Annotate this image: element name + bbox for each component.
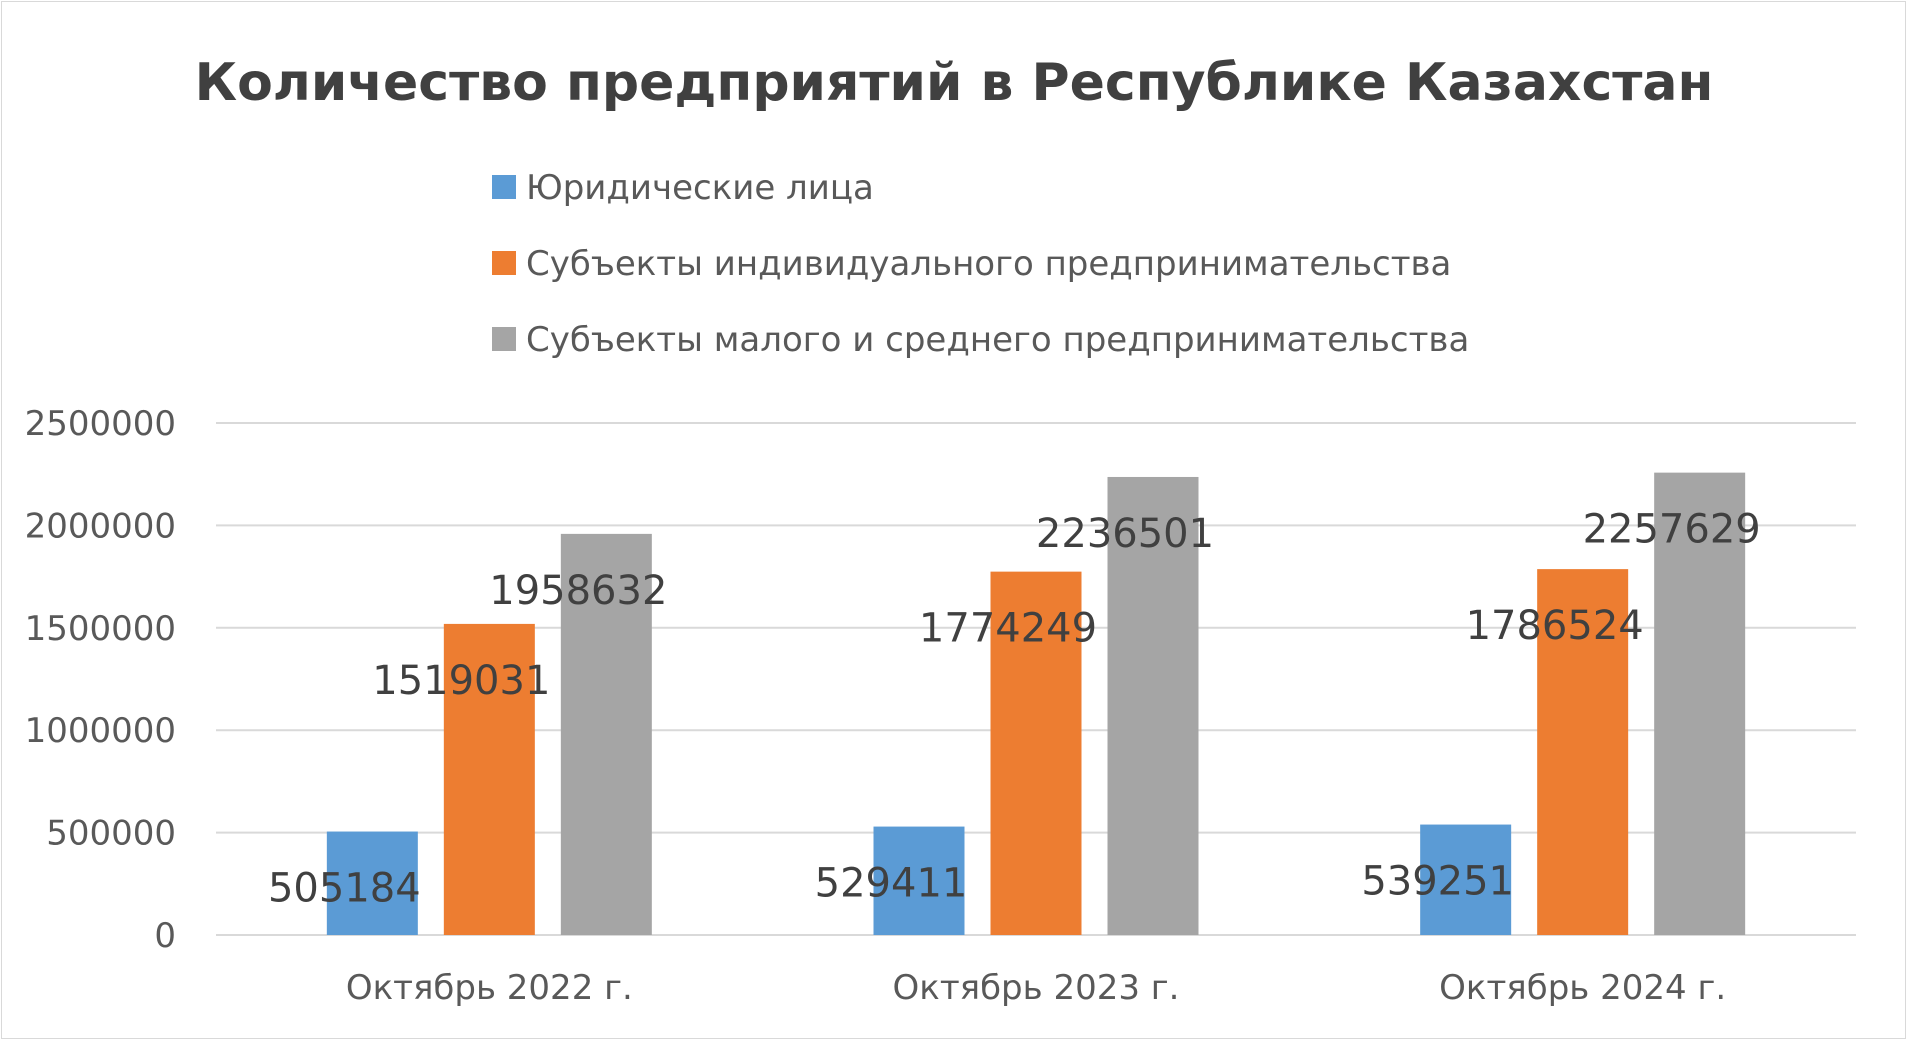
y-tick-label: 2500000 (25, 404, 176, 444)
legend-swatch-3 (492, 327, 516, 351)
x-axis-ticks: Октябрь 2022 г. Октябрь 2023 г. Октябрь 20… (346, 968, 1726, 1008)
x-tick-label: Октябрь 2024 г. (1439, 968, 1726, 1008)
legend-swatch-2 (492, 251, 516, 275)
legend-label-3: Субъекты малого и среднего предпринимате… (526, 320, 1469, 360)
bar-series2-cat2 (990, 571, 1082, 935)
data-label-series2-cat2: 1774249 (919, 606, 1097, 652)
legend-swatch-1 (492, 175, 516, 199)
data-label-series1-cat2: 529411 (815, 861, 968, 907)
bar-series3-cat2 (1107, 476, 1199, 935)
bar-series1-cat3 (1420, 824, 1512, 935)
data-label-series3-cat1: 1958632 (489, 568, 667, 614)
data-label-series1-cat1: 505184 (268, 866, 421, 912)
bar-series3-cat1 (560, 533, 652, 935)
data-labels: 505184 1519031 1958632 529411 1774249 2236501… (268, 507, 1761, 912)
y-tick-label: 1000000 (25, 711, 176, 751)
data-label-series1-cat3: 539251 (1361, 859, 1514, 905)
data-label-series3-cat3: 2257629 (1583, 507, 1761, 553)
x-tick-label: Октябрь 2022 г. (346, 968, 633, 1008)
y-tick-label: 2000000 (25, 506, 176, 546)
x-tick-label: Октябрь 2023 г. (893, 968, 1180, 1008)
chart-title: Количество предприятий в Республике Каза… (195, 53, 1714, 113)
y-tick-label: 0 (154, 916, 176, 956)
data-label-series2-cat1: 1519031 (372, 658, 550, 704)
y-tick-label: 500000 (46, 814, 176, 854)
data-label-series3-cat2: 2236501 (1036, 511, 1214, 557)
bars (326, 472, 1746, 935)
legend: Юридические лица Субъекты индивидуального… (492, 168, 1469, 360)
y-axis-ticks: 0 500000 1000000 1500000 2000000 2500000 (25, 404, 176, 956)
legend-label-1: Юридические лица (526, 168, 874, 208)
bar-series1-cat1 (326, 831, 418, 935)
data-label-series2-cat3: 1786524 (1466, 603, 1644, 649)
bar-series1-cat2 (873, 826, 965, 935)
legend-label-2: Субъекты индивидуального предприниматель… (526, 244, 1451, 284)
bar-series3-cat3 (1654, 472, 1746, 935)
y-tick-label: 1500000 (25, 609, 176, 649)
bar-series2-cat1 (443, 623, 535, 935)
bar-series2-cat3 (1537, 569, 1629, 935)
